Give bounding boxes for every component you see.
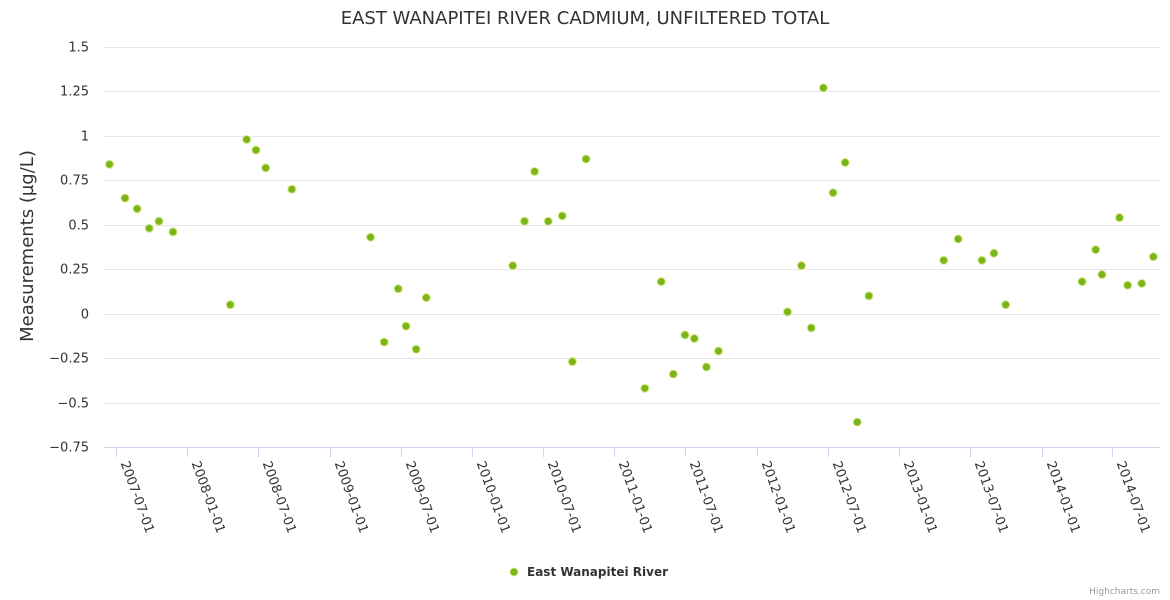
x-tick-label: 2009-01-01 [331, 459, 371, 535]
x-tick-label: 2008-07-01 [259, 459, 299, 535]
data-point[interactable] [120, 193, 130, 203]
x-tick-label: 2010-07-01 [544, 459, 584, 535]
x-tick-label: 2014-01-01 [1043, 459, 1083, 535]
y-axis-label: Measurements (µg/L) [17, 150, 38, 342]
legend[interactable]: East Wanapitei River [509, 565, 668, 579]
data-point[interactable] [508, 261, 518, 271]
data-point[interactable] [864, 291, 874, 301]
axis-layer: 1.5 1.25 1 0.75 0.5 0.25 0 −0.25 −0.5 −0.75 2007-0… [49, 41, 1160, 535]
data-point[interactable] [818, 83, 828, 93]
data-point[interactable] [567, 357, 577, 367]
x-tick-label: 2013-07-01 [971, 459, 1011, 535]
legend-item-label[interactable]: East Wanapitei River [527, 565, 668, 579]
data-point[interactable] [1097, 270, 1107, 280]
data-point[interactable] [989, 248, 999, 258]
data-point[interactable] [1114, 213, 1124, 223]
x-tick-label: 2013-01-01 [900, 459, 940, 535]
data-point[interactable] [104, 159, 114, 169]
x-tick-label: 2012-01-01 [758, 459, 798, 535]
data-point[interactable] [154, 216, 164, 226]
data-point[interactable] [977, 255, 987, 265]
y-tick-label: −0.75 [49, 441, 89, 456]
data-point[interactable] [519, 216, 529, 226]
chart-title: EAST WANAPITEI RIVER CADMIUM, UNFILTERED… [341, 8, 830, 29]
data-point[interactable] [144, 223, 154, 233]
y-tick-label: 0.5 [68, 219, 89, 234]
data-point[interactable] [680, 330, 690, 340]
data-point[interactable] [797, 261, 807, 271]
data-point[interactable] [1077, 277, 1087, 287]
data-point[interactable] [1123, 280, 1133, 290]
y-tick-label: 0 [81, 308, 89, 323]
data-point[interactable] [1001, 300, 1011, 310]
data-point[interactable] [287, 184, 297, 194]
data-point[interactable] [656, 277, 666, 287]
data-point[interactable] [557, 211, 567, 221]
data-point[interactable] [543, 216, 553, 226]
data-point[interactable] [714, 346, 724, 356]
points-layer [104, 83, 1158, 427]
data-point[interactable] [421, 293, 431, 303]
data-point[interactable] [806, 323, 816, 333]
x-tick-label: 2009-07-01 [402, 459, 442, 535]
data-point[interactable] [668, 369, 678, 379]
y-tick-label: 0.25 [60, 263, 89, 278]
credit-link[interactable]: Highcharts.com [1089, 587, 1160, 597]
data-point[interactable] [828, 188, 838, 198]
y-tick-label: 1 [81, 130, 89, 145]
data-point[interactable] [530, 166, 540, 176]
data-point[interactable] [366, 232, 376, 242]
data-point[interactable] [393, 284, 403, 294]
data-point[interactable] [242, 134, 252, 144]
y-tick-label: −0.25 [49, 352, 89, 367]
data-point[interactable] [689, 334, 699, 344]
data-point[interactable] [1148, 252, 1158, 262]
data-point[interactable] [251, 145, 261, 155]
data-point[interactable] [953, 234, 963, 244]
data-point[interactable] [852, 417, 862, 427]
x-tick-label: 2007-07-01 [117, 459, 157, 535]
data-point[interactable] [132, 204, 142, 214]
data-point[interactable] [168, 227, 178, 237]
x-tick-label: 2014-07-01 [1113, 459, 1153, 535]
x-tick-label: 2011-07-01 [686, 459, 726, 535]
x-tick-label: 2012-07-01 [829, 459, 869, 535]
data-point[interactable] [261, 163, 271, 173]
data-point[interactable] [1091, 245, 1101, 255]
y-tick-label: 1.5 [68, 41, 89, 56]
legend-marker[interactable] [509, 567, 519, 577]
data-point[interactable] [225, 300, 235, 310]
data-point[interactable] [411, 344, 421, 354]
data-point[interactable] [782, 307, 792, 317]
data-point[interactable] [581, 154, 591, 164]
data-point[interactable] [640, 383, 650, 393]
x-tick-label: 2010-01-01 [473, 459, 513, 535]
grid-layer [104, 47, 1160, 448]
data-point[interactable] [401, 321, 411, 331]
x-tick-label: 2008-01-01 [188, 459, 228, 535]
y-tick-label: 0.75 [60, 174, 89, 189]
data-point[interactable] [379, 337, 389, 347]
data-point[interactable] [1137, 278, 1147, 288]
data-point[interactable] [701, 362, 711, 372]
x-tick-label: 2011-01-01 [615, 459, 655, 535]
y-tick-label: 1.25 [60, 85, 89, 100]
y-tick-label: −0.5 [57, 397, 89, 412]
data-point[interactable] [840, 158, 850, 168]
data-point[interactable] [939, 255, 949, 265]
